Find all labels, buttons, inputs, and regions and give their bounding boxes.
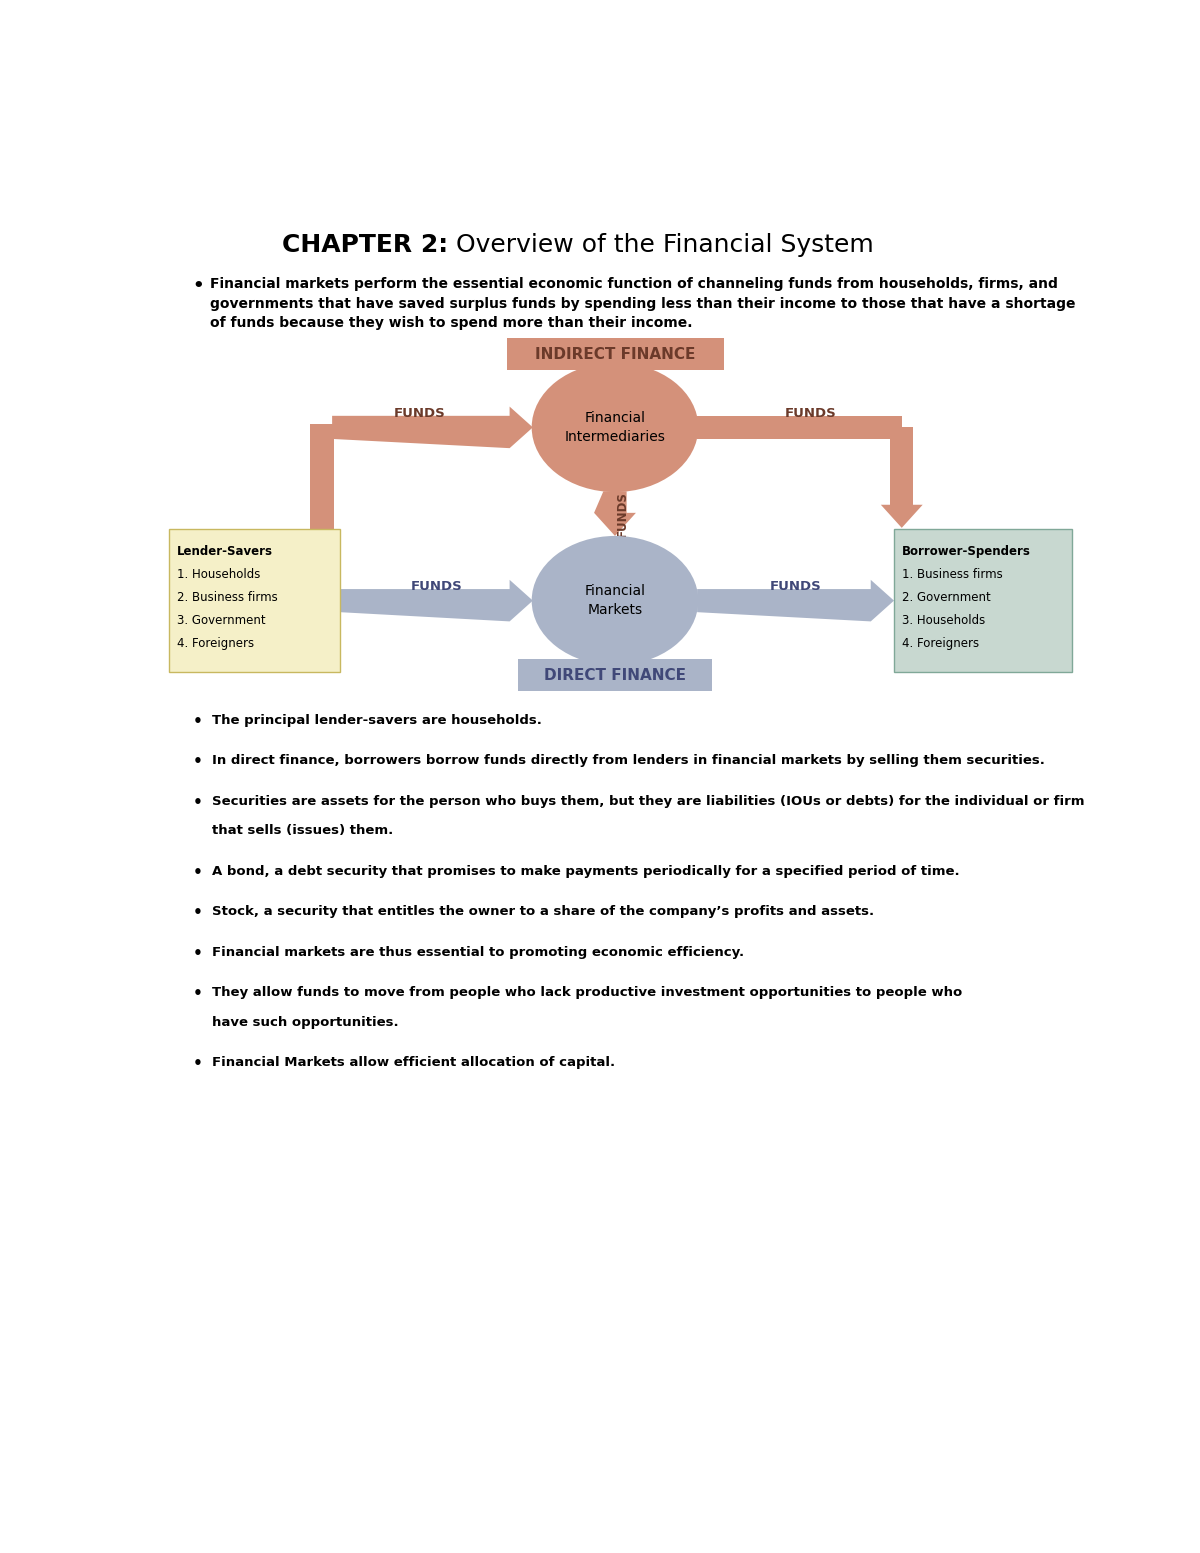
- Text: 4. Foreigners: 4. Foreigners: [901, 637, 979, 651]
- Text: •: •: [193, 795, 203, 809]
- Text: Financial
Intermediaries: Financial Intermediaries: [564, 410, 666, 444]
- Text: FUNDS: FUNDS: [394, 407, 445, 419]
- Ellipse shape: [532, 536, 698, 665]
- Text: Lender-Savers: Lender-Savers: [178, 545, 274, 558]
- Polygon shape: [340, 579, 533, 621]
- Polygon shape: [332, 407, 533, 449]
- Text: The principal lender-savers are households.: The principal lender-savers are househol…: [212, 714, 542, 727]
- Text: DIRECT FINANCE: DIRECT FINANCE: [544, 668, 686, 683]
- Text: FUNDS: FUNDS: [769, 579, 822, 593]
- FancyBboxPatch shape: [894, 530, 1073, 672]
- Bar: [311, 424, 334, 604]
- Text: •: •: [193, 714, 203, 728]
- Text: CHAPTER 2:: CHAPTER 2:: [282, 233, 449, 258]
- Text: Financial Markets allow efficient allocation of capital.: Financial Markets allow efficient alloca…: [212, 1056, 616, 1068]
- Text: •: •: [193, 946, 203, 961]
- Text: •: •: [193, 865, 203, 879]
- Ellipse shape: [532, 363, 698, 492]
- Text: •: •: [193, 986, 203, 1002]
- Text: 3. Households: 3. Households: [901, 613, 985, 627]
- Bar: [697, 416, 901, 439]
- Text: 2. Government: 2. Government: [901, 592, 990, 604]
- Polygon shape: [881, 505, 923, 528]
- Text: Overview of the Financial System: Overview of the Financial System: [456, 233, 874, 258]
- Text: •: •: [193, 755, 203, 769]
- Text: Securities are assets for the person who buys them, but they are liabilities (IO: Securities are assets for the person who…: [212, 795, 1085, 808]
- Text: In direct finance, borrowers borrow funds directly from lenders in financial mar: In direct finance, borrowers borrow fund…: [212, 755, 1045, 767]
- Text: 2. Business firms: 2. Business firms: [178, 592, 278, 604]
- FancyBboxPatch shape: [518, 658, 712, 691]
- Text: 4. Foreigners: 4. Foreigners: [178, 637, 254, 651]
- Text: Borrower-Spenders: Borrower-Spenders: [901, 545, 1031, 558]
- Text: Stock, a security that entitles the owner to a share of the company’s profits an: Stock, a security that entitles the owne…: [212, 905, 874, 918]
- Polygon shape: [594, 491, 636, 536]
- Text: have such opportunities.: have such opportunities.: [212, 1016, 398, 1028]
- Text: FUNDS: FUNDS: [785, 407, 836, 419]
- Text: •: •: [193, 1056, 203, 1072]
- Text: They allow funds to move from people who lack productive investment opportunitie: They allow funds to move from people who…: [212, 986, 962, 999]
- Text: INDIRECT FINANCE: INDIRECT FINANCE: [535, 346, 695, 362]
- Text: •: •: [193, 905, 203, 921]
- Text: 1. Business firms: 1. Business firms: [901, 568, 1002, 581]
- Text: that sells (issues) them.: that sells (issues) them.: [212, 825, 394, 837]
- Text: •: •: [193, 278, 204, 295]
- Text: A bond, a debt security that promises to make payments periodically for a specif: A bond, a debt security that promises to…: [212, 865, 960, 877]
- Text: FUNDS: FUNDS: [617, 491, 629, 536]
- FancyBboxPatch shape: [506, 339, 724, 370]
- Text: 3. Government: 3. Government: [178, 613, 265, 627]
- Text: FUNDS: FUNDS: [410, 579, 462, 593]
- Bar: [890, 427, 913, 506]
- Text: 1. Households: 1. Households: [178, 568, 260, 581]
- Text: Financial
Markets: Financial Markets: [584, 584, 646, 618]
- Polygon shape: [697, 579, 894, 621]
- FancyBboxPatch shape: [169, 530, 340, 672]
- Text: Financial markets perform the essential economic function of channeling funds fr: Financial markets perform the essential …: [210, 278, 1076, 331]
- Text: Financial markets are thus essential to promoting economic efficiency.: Financial markets are thus essential to …: [212, 946, 744, 958]
